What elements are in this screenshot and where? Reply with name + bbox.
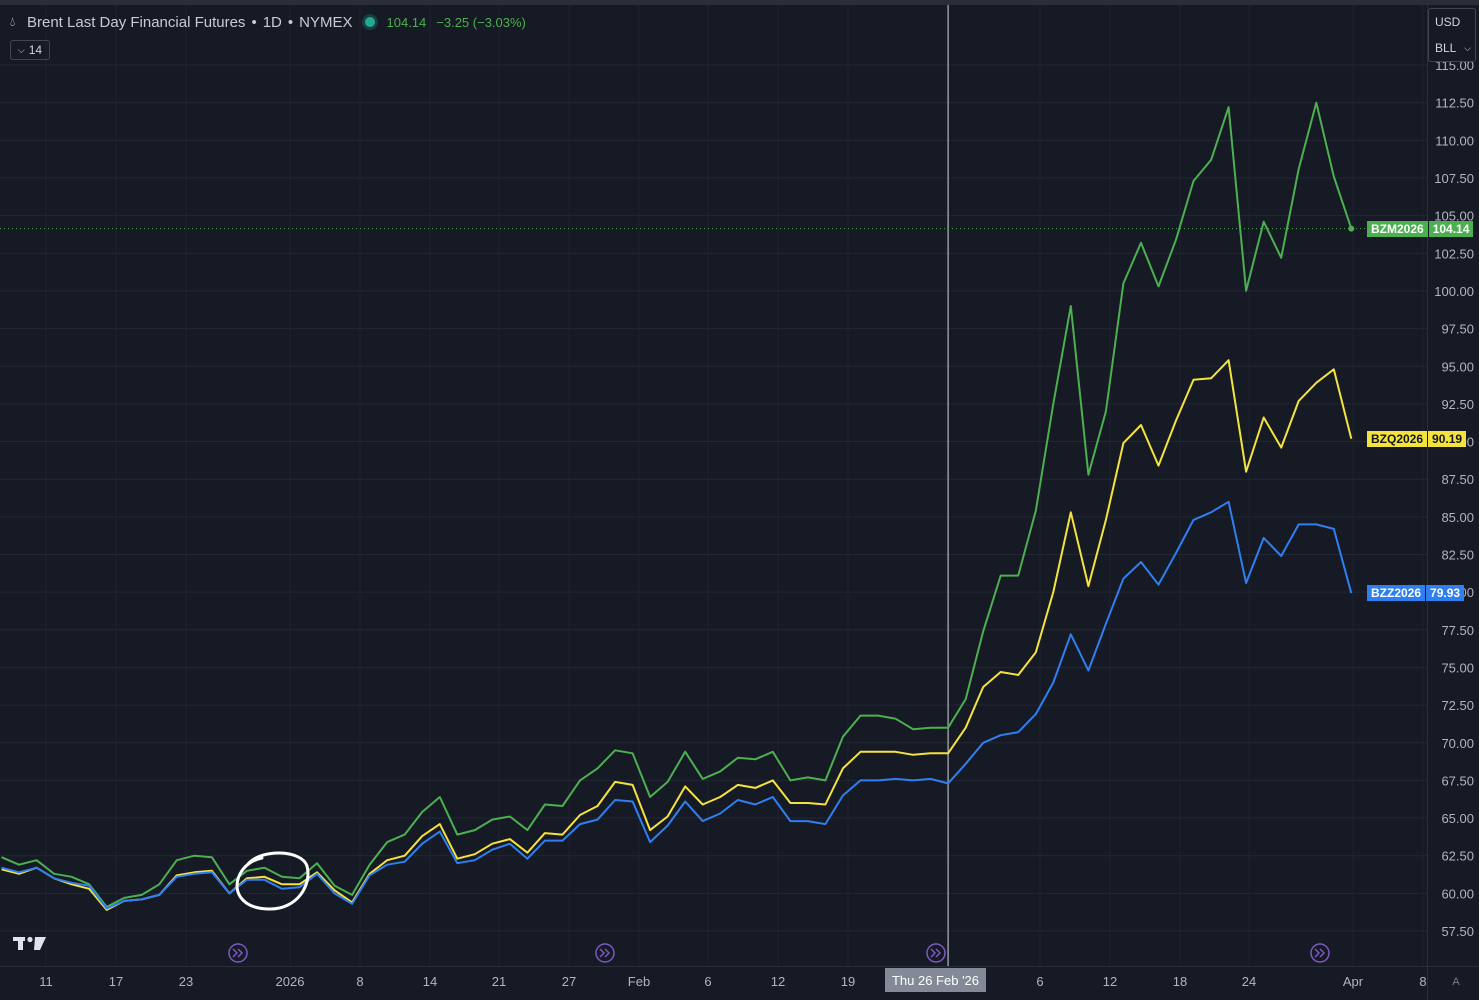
market-status-icon[interactable]: [364, 17, 375, 27]
y-tick-label: 82.50: [1441, 548, 1474, 563]
indicators-count: 14: [28, 43, 43, 57]
y-tick-label: 92.50: [1441, 397, 1474, 412]
y-tick-label: 57.50: [1441, 924, 1474, 939]
top-border: [0, 0, 1479, 5]
interval-label[interactable]: 1D: [262, 13, 282, 31]
price-tag-symbol: BZM2026: [1367, 220, 1428, 237]
event-marker-arrows: [232, 948, 244, 958]
event-marker-arrows: [599, 948, 611, 958]
x-tick-label: 23: [179, 974, 193, 989]
separator-dot: •: [287, 13, 294, 31]
series-line-BZQ2026: [1, 359, 1353, 911]
price-tag-BZZ2026[interactable]: BZZ2026 79.93: [1367, 585, 1465, 602]
y-tick-label: 72.50: [1441, 698, 1474, 713]
separator-dot: •: [251, 13, 257, 31]
exchange-label: NYMEX: [299, 13, 353, 31]
chevron-down-icon: ⌵: [17, 44, 25, 55]
price-tag-symbol: BZQ2026: [1367, 430, 1428, 447]
x-tick-label: 11: [39, 974, 53, 989]
y-tick-label: 87.50: [1441, 472, 1474, 487]
event-marker-arrows: [930, 948, 942, 958]
x-tick-label: 8: [1419, 974, 1426, 989]
crosshair-date-label: Thu 26 Feb '26: [885, 968, 986, 992]
y-tick-label: 105.00: [1434, 209, 1474, 224]
unit-label: BLL: [1435, 41, 1457, 55]
y-tick-label: 60.00: [1441, 886, 1474, 901]
y-tick-label: 107.50: [1434, 171, 1474, 186]
x-tick-label: 6: [704, 974, 711, 989]
x-tick-label: 12: [1103, 974, 1117, 989]
hand-drawn-circle-annotation: [235, 851, 310, 911]
x-tick-label: 21: [492, 974, 506, 989]
currency-label: USD: [1435, 15, 1461, 29]
x-tick-label: 8: [356, 974, 363, 989]
auto-scale-button[interactable]: A: [1452, 976, 1460, 988]
x-tick-label: Apr: [1343, 974, 1364, 989]
y-tick-label: 100.00: [1434, 284, 1474, 299]
oil-drop-icon: 💧︎: [10, 14, 16, 29]
chevron-down-icon: ⌵: [1464, 42, 1471, 53]
y-tick-label: 77.50: [1441, 623, 1474, 638]
x-tick-label: 2026: [276, 974, 305, 989]
indicators-toggle-button[interactable]: ⌵ 14: [10, 40, 50, 60]
y-tick-label: 75.00: [1441, 660, 1474, 675]
price-tag-value: 79.93: [1425, 585, 1465, 602]
tradingview-logo[interactable]: [13, 935, 47, 956]
series-line-BZM2026: [1, 101, 1353, 908]
x-tick-label: 19: [841, 974, 855, 989]
x-tick-label: 6: [1036, 974, 1043, 989]
event-marker-arrows: [1314, 948, 1326, 958]
series-line-BZZ2026: [1, 500, 1353, 910]
currency-selector[interactable]: USD: [1429, 9, 1475, 35]
y-tick-label: 85.00: [1441, 510, 1474, 525]
symbol-title[interactable]: Brent Last Day Financial Futures: [27, 13, 246, 31]
price-tag-symbol: BZZ2026: [1367, 585, 1426, 602]
price-change: −3.25 (−3.03%): [436, 14, 526, 30]
y-tick-label: 70.00: [1441, 736, 1474, 751]
y-tick-label: 112.50: [1435, 96, 1474, 111]
last-price: 104.14: [386, 14, 427, 30]
x-tick-label: 18: [1173, 974, 1187, 989]
x-tick-label: 12: [771, 974, 785, 989]
y-tick-label: 97.50: [1441, 322, 1474, 337]
x-tick-label: 27: [562, 974, 576, 989]
y-tick-label: 65.00: [1441, 811, 1474, 826]
y-tick-label: 67.50: [1441, 773, 1474, 788]
last-price-dot: [1348, 225, 1355, 232]
x-tick-label: 14: [423, 974, 437, 989]
x-tick-label: 17: [109, 974, 123, 989]
y-tick-label: 95.00: [1441, 359, 1474, 374]
currency-unit-box[interactable]: USD BLL ⌵: [1428, 8, 1476, 62]
y-tick-label: 102.50: [1434, 246, 1474, 261]
price-tag-value: 104.14: [1427, 220, 1474, 237]
chart-header: 💧︎ Brent Last Day Financial Futures • 1D…: [10, 11, 526, 33]
y-tick-label: 62.50: [1441, 849, 1474, 864]
x-tick-label: 24: [1242, 974, 1256, 989]
price-tag-BZQ2026[interactable]: BZQ2026 90.19: [1367, 430, 1467, 447]
x-tick-label: Feb: [628, 974, 650, 989]
unit-selector[interactable]: BLL ⌵: [1429, 35, 1475, 61]
y-tick-label: 110.00: [1435, 133, 1474, 148]
price-tag-value: 90.19: [1427, 430, 1467, 447]
price-tag-BZM2026[interactable]: BZM2026 104.14: [1367, 220, 1474, 237]
